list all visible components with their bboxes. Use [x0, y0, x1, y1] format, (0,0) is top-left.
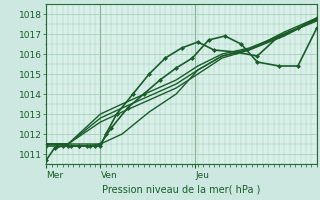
X-axis label: Pression niveau de la mer( hPa ): Pression niveau de la mer( hPa )	[102, 184, 261, 194]
